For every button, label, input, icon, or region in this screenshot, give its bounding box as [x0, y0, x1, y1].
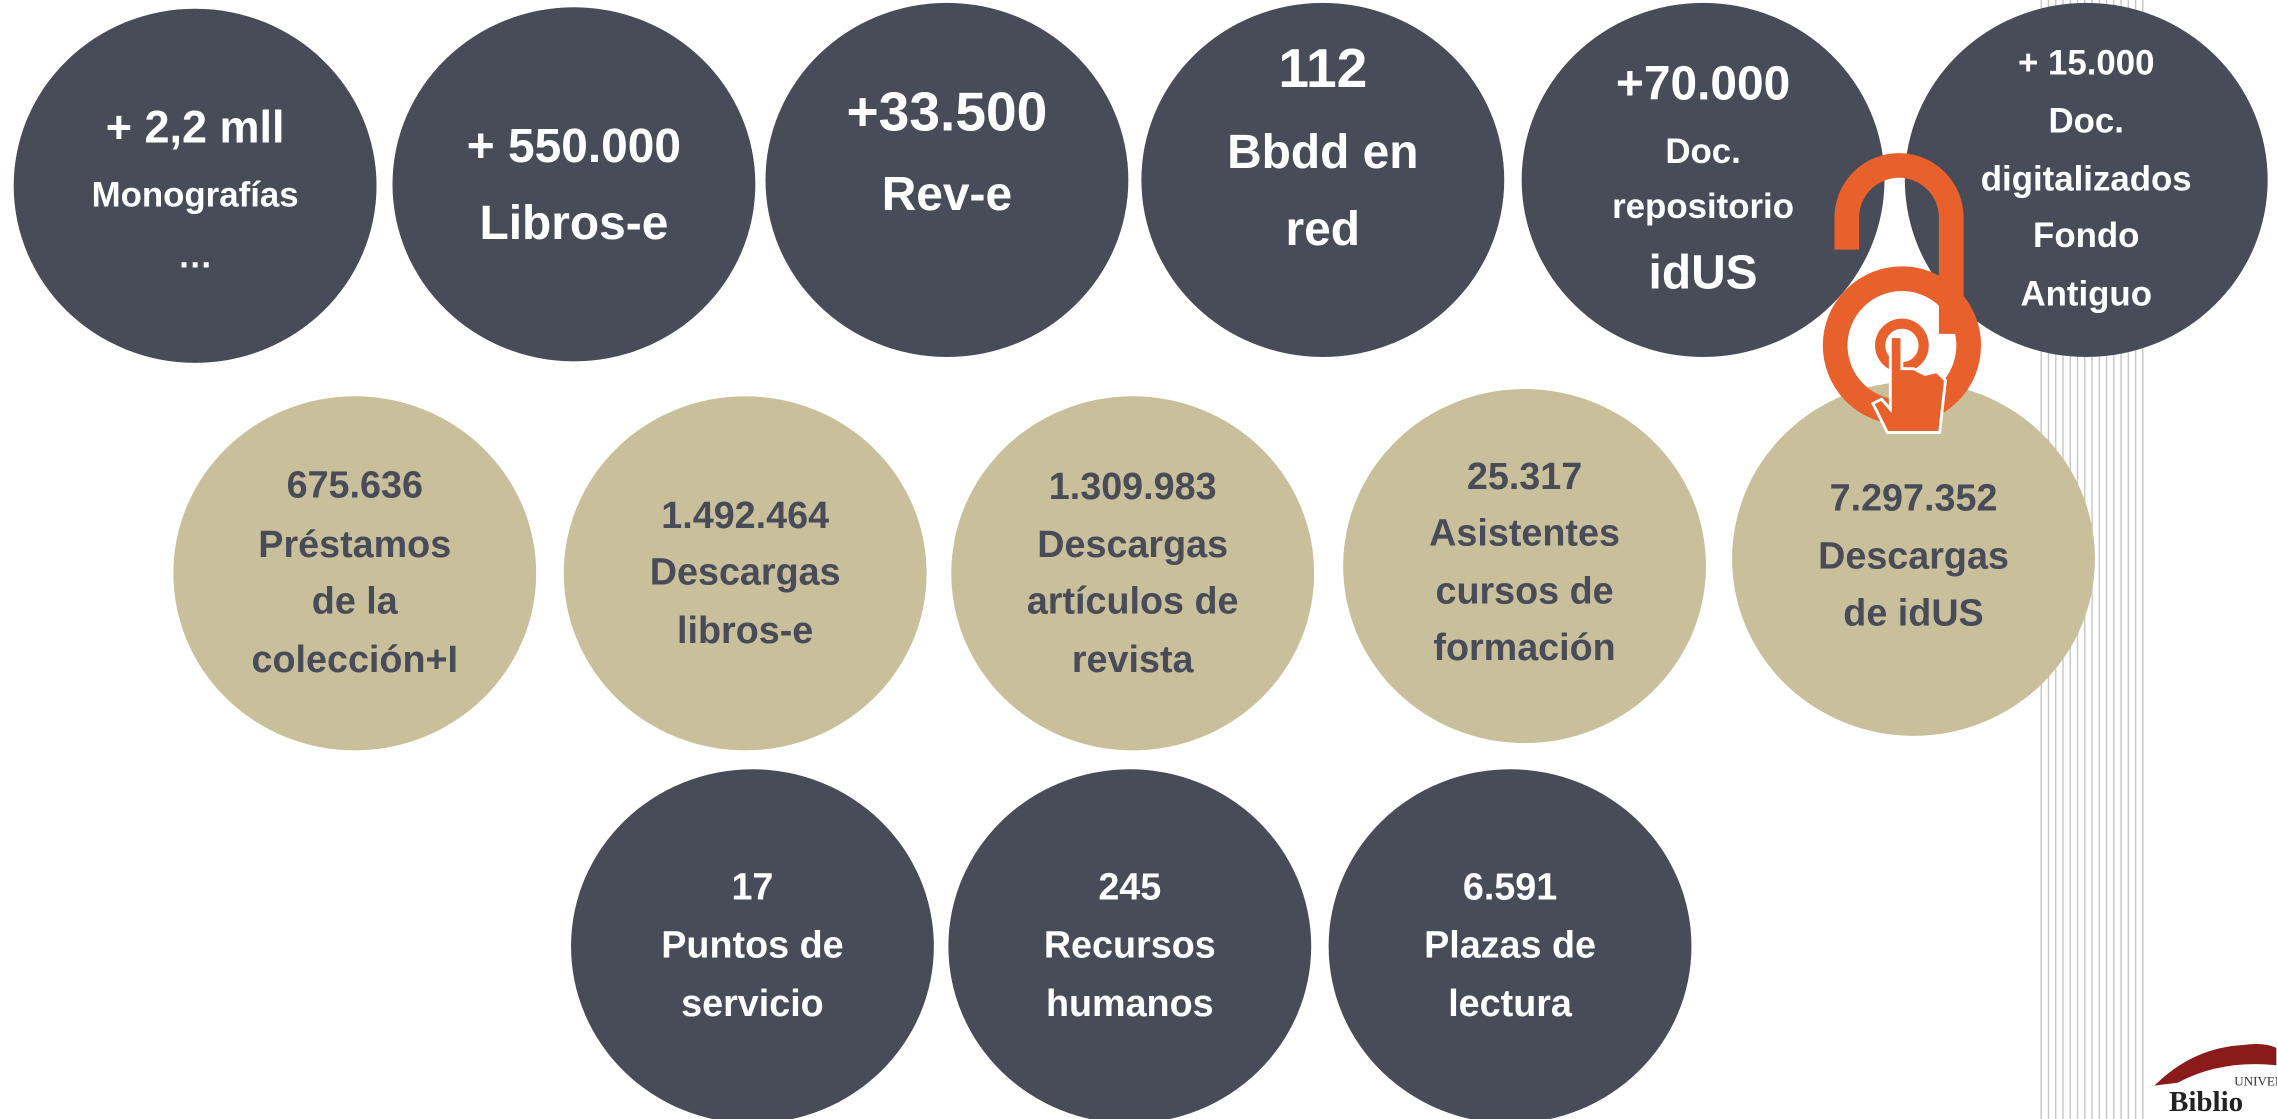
circle: [1521, 2, 1885, 358]
stat-line: artículos de: [1027, 580, 1239, 622]
stat-line: digitalizados: [1981, 160, 2192, 199]
stat-line: Descargas: [1037, 523, 1228, 565]
stat-line: repositorio: [1612, 187, 1794, 226]
stat-line: red: [1286, 203, 1361, 256]
stat-line: libros-e: [677, 609, 813, 651]
circle: [13, 8, 377, 363]
circle: [951, 396, 1315, 751]
stat-line: + 15.000: [2018, 44, 2155, 83]
stat-line: Plazas de: [1424, 924, 1596, 966]
stat-line: cursos de: [1435, 570, 1613, 612]
circle: [765, 2, 1129, 358]
circle: [571, 769, 934, 1119]
stat-line: Puntos de: [661, 924, 843, 966]
stat-circle: 112 Bbdd en red: [1141, 2, 1505, 358]
circle: [1343, 388, 1706, 744]
stat-line: de idUS: [1843, 591, 1983, 633]
stat-line: 675.636: [287, 464, 423, 506]
circle: [1328, 769, 1692, 1119]
stat-circle: 6.591 Plazas de lectura: [1328, 769, 1692, 1119]
stat-line: Doc.: [2048, 102, 2123, 141]
stat-line: 25.317: [1467, 455, 1582, 497]
stat-line: lectura: [1448, 982, 1573, 1024]
stat-line: 112: [1278, 37, 1367, 99]
stat-line: colección+I: [252, 638, 459, 680]
stat-line: Doc.: [1665, 132, 1740, 171]
stat-circle: 1.309.983 Descargas artículos de revista: [951, 396, 1315, 751]
stat-line: formación: [1433, 626, 1615, 668]
stat-line: Fondo: [2033, 216, 2139, 255]
stat-circle: + 2,2 mll Monografías …: [13, 8, 377, 363]
stat-line: Recursos: [1044, 924, 1216, 966]
logo-name: Biblio: [2169, 1086, 2243, 1118]
stat-line: Préstamos: [258, 523, 451, 565]
stat-line: + 2,2 mll: [106, 102, 285, 153]
stat-line: 7.297.352: [1830, 477, 1998, 519]
stat-circle: 675.636 Préstamos de la colección+I: [173, 396, 537, 751]
stat-circle: 245 Recursos humanos: [948, 769, 1312, 1119]
stat-circle: 25.317 Asistentes cursos de formación: [1343, 388, 1706, 744]
circle: [1904, 2, 2268, 358]
stat-line: Rev-e: [882, 168, 1012, 221]
stat-line: 245: [1098, 866, 1161, 908]
logo: UNIVER Biblio: [2154, 1044, 2277, 1118]
stat-circle: + 15.000 Doc. digitalizados Fondo Antiguo: [1904, 2, 2268, 358]
stat-line: +70.000: [1616, 58, 1790, 111]
stat-line: de la: [312, 580, 399, 622]
stat-line: 6.591: [1463, 866, 1557, 908]
stat-line: Monografías: [92, 176, 299, 215]
circle: [1732, 381, 2095, 736]
circles: + 2,2 mll Monografías … + 550.000 Libros-e +3…: [13, 2, 2268, 1119]
open-access-icon: [1822, 153, 1982, 434]
stat-line: Antiguo: [2020, 274, 2152, 313]
stat-line: Descargas: [1818, 535, 2009, 577]
stat-line: +33.500: [846, 81, 1047, 143]
stat-circle: 17 Puntos de servicio: [571, 769, 934, 1119]
stat-line: idUS: [1649, 246, 1758, 299]
stat-line: 1.309.983: [1049, 465, 1217, 507]
stat-line: 17: [731, 866, 773, 908]
circle: [948, 769, 1312, 1119]
stat-circle: 1.492.464 Descargas libros-e: [563, 396, 927, 751]
stat-line: 1.492.464: [661, 494, 829, 536]
stat-line: Bbdd en: [1227, 126, 1418, 179]
stat-circle: 7.297.352 Descargas de idUS: [1732, 381, 2095, 736]
stat-circle: +70.000 Doc. repositorio idUS: [1521, 2, 1885, 358]
logo-small: UNIVER: [2234, 1074, 2277, 1089]
stat-circle: +33.500 Rev-e: [765, 2, 1129, 358]
circle: [1141, 2, 1505, 358]
stat-line: + 550.000: [467, 120, 681, 173]
stat-line: revista: [1072, 638, 1195, 680]
circle: [173, 396, 537, 751]
stat-circle: + 550.000 Libros-e: [392, 7, 756, 362]
stat-line: …: [178, 237, 213, 276]
circle: [563, 396, 927, 751]
stat-line: Asistentes: [1429, 512, 1620, 554]
stat-line: servicio: [681, 982, 824, 1024]
stat-line: humanos: [1046, 982, 1214, 1024]
circle: [392, 7, 756, 362]
stat-line: Descargas: [650, 551, 841, 593]
stat-line: Libros-e: [479, 197, 668, 250]
